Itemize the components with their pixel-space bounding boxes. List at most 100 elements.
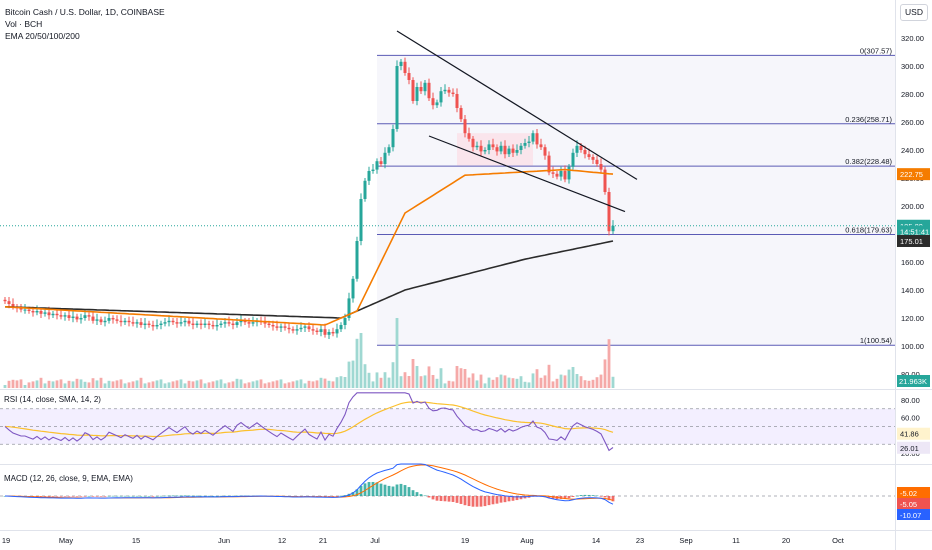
candle-body [139,322,143,325]
volume-bar [559,374,563,388]
candle-body [135,322,139,324]
currency-button[interactable]: USD [900,4,928,21]
x-tick-label: 11 [732,536,740,545]
rsi-value-label: 26.01 [900,444,919,453]
volume-bar [571,367,575,388]
volume-bar [375,372,379,388]
macd-histogram-bar [171,495,175,497]
candle-body [271,325,275,327]
volume-bar [415,366,419,388]
macd-histogram-bar [323,496,327,497]
candle-body [3,299,7,302]
candle-body [199,323,203,325]
volume-bar [191,381,195,388]
volume-bar [447,380,451,388]
volume-bar [163,383,167,388]
candle-body [79,318,83,320]
macd-histogram-bar [563,496,567,500]
macd-histogram-bar [375,482,379,496]
macd-histogram-bar [363,483,367,496]
candle-body [339,325,343,330]
candle-body [215,325,219,327]
macd-histogram-bar [223,495,227,497]
rsi-value-tag [897,427,930,440]
macd-histogram-bar [415,492,419,496]
volume-bar [239,379,243,388]
candle-body [495,147,499,152]
volume-bar [143,383,147,388]
volume-bar [467,377,471,388]
candle-body [231,323,235,325]
macd-histogram-bar [599,496,603,497]
x-tick-label: 15 [132,536,140,545]
candle-body [51,313,55,316]
macd-histogram-bar [595,495,599,497]
volume-bar [547,364,551,388]
volume-bar [395,318,399,388]
macd-histogram-bar [463,496,467,506]
macd-histogram-bar [71,496,75,497]
trendline-lower-channel [428,135,626,213]
candle-body [267,323,271,325]
candle-body [419,87,423,92]
trendline-upper-channel [396,30,638,180]
candle-body [175,322,179,324]
x-tick-label: 12 [278,536,286,545]
candle-body [191,323,195,325]
price-tick-label: 80.00 [901,370,920,379]
macd-histogram-bar [579,495,583,496]
x-tick-label: Jun [218,536,230,545]
candle-body [407,73,411,80]
volume-bar [567,369,571,388]
volume-bar [23,385,27,388]
fib-level-label: 0.618(179.63) [845,226,892,235]
candle-body [591,157,595,160]
candle-body [43,312,47,314]
candle-body [471,138,475,148]
macd-histogram-bar [103,496,107,497]
volume-bar [359,333,363,388]
macd-histogram-bar [327,496,331,497]
volume-bar [39,377,43,388]
candle-body [315,330,319,332]
volume-bar [539,377,543,388]
volume-bar [599,374,603,388]
volume-bar [343,377,347,388]
macd-value-label: -10.07 [900,511,921,520]
macd-histogram-bar [515,496,519,501]
volume-bar [287,382,291,388]
volume-bar [235,378,239,388]
volume-bar [43,383,47,388]
macd-histogram-bar [399,483,403,496]
volume-bar [103,383,107,388]
price-tick-label: 160.00 [901,258,924,267]
macd-histogram-bar [403,485,407,496]
volume-bar [139,377,143,388]
volume-bar [575,374,579,388]
volume-bar [175,380,179,388]
volume-bar [347,361,351,388]
macd-histogram-bar [91,496,95,497]
candle-body [379,161,383,164]
macd-histogram-bar [419,494,423,496]
candle-body [359,199,363,241]
macd-histogram-bar [135,495,139,497]
candle-body [211,325,215,327]
candle-body [115,319,119,321]
volume-bar [291,381,295,388]
price-tick-label: 100.00 [901,342,924,351]
candle-body [167,320,171,323]
macd-histogram-bar [315,496,319,497]
candle-body [431,98,435,106]
volume-bar [79,379,83,388]
candle-body [507,148,511,155]
volume-bar [275,380,279,388]
candle-body [279,326,283,328]
volume-bar [491,379,495,388]
macd-histogram-bar [219,495,223,497]
candle-body [283,326,287,328]
volume-bar [443,383,447,388]
macd-histogram-bar [115,495,119,497]
macd-legend: MACD (12, 26, close, 9, EMA, EMA) [4,474,133,483]
